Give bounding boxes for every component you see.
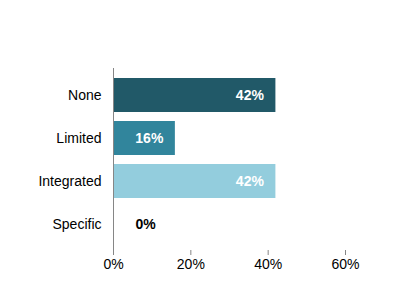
svg-text:Specific: Specific [52,216,101,232]
svg-text:40%: 40% [254,256,282,272]
svg-text:16%: 16% [135,130,164,146]
svg-text:0%: 0% [103,256,123,272]
svg-text:Integrated: Integrated [38,173,101,189]
svg-text:None: None [68,87,102,103]
svg-text:42%: 42% [236,87,265,103]
svg-text:60%: 60% [331,256,359,272]
svg-text:20%: 20% [177,256,205,272]
svg-text:0%: 0% [136,216,157,232]
svg-text:Limited: Limited [56,130,101,146]
svg-text:42%: 42% [236,173,265,189]
